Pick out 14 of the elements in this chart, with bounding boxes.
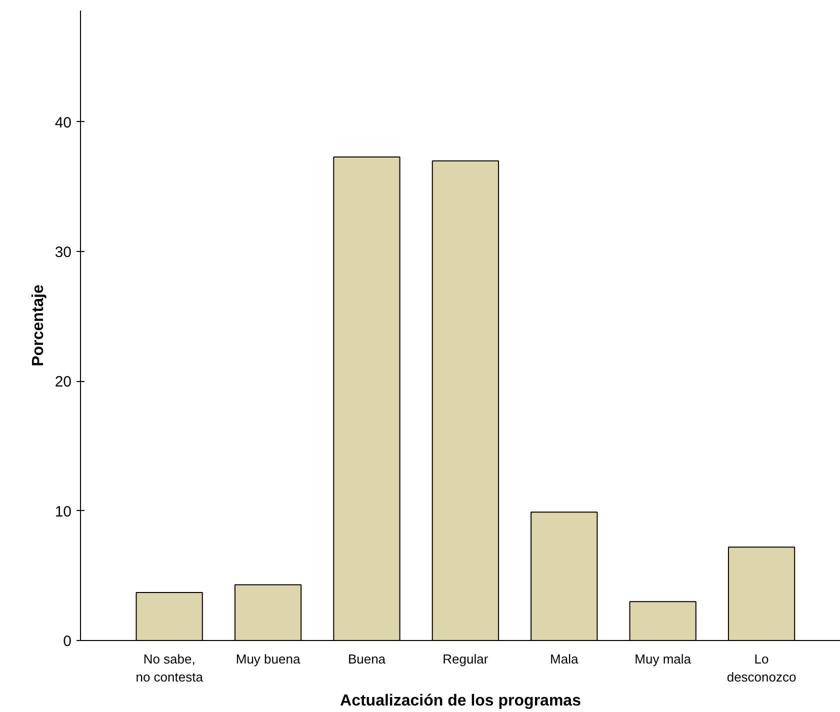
y-tick-label: 20 — [54, 374, 72, 391]
x-tick-label: Muy mala — [634, 652, 692, 666]
x-tick-label: Buena — [348, 652, 386, 666]
y-tick-label: 40 — [54, 114, 72, 132]
x-tick-label: Mala — [550, 652, 579, 666]
y-axis-title: Porcentaje — [30, 284, 47, 366]
y-tick-label: 10 — [54, 503, 72, 520]
y-tick-label: 30 — [54, 244, 72, 262]
x-tick-label: Regular — [442, 652, 489, 666]
x-tick-label: No sabe, no contesta — [136, 652, 204, 684]
x-axis-title: Actualización de los programas — [340, 692, 582, 710]
x-tick-label: Lo desconozco — [726, 652, 796, 684]
x-tick-label: Muy buena — [236, 652, 301, 666]
y-tick-label: 0 — [63, 633, 72, 650]
